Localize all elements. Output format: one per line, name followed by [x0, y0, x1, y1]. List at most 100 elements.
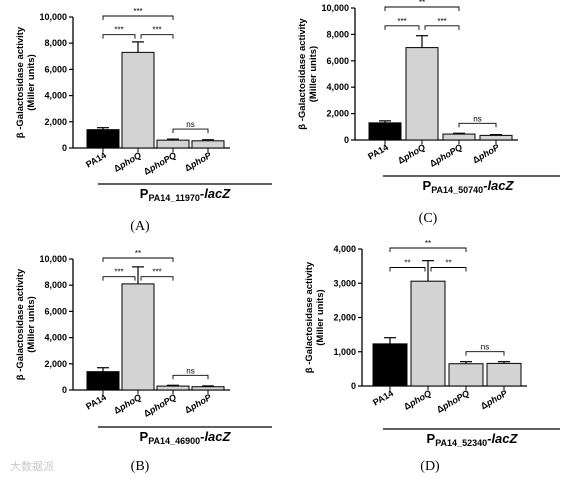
sig-bracket-3: [458, 122, 497, 128]
category-delta: Δ: [402, 400, 413, 412]
gene-name: PPA14_11970-lacZ: [140, 186, 231, 203]
bar-1: [405, 47, 439, 141]
y-axis-label-line1: β -Galactosidase activity: [297, 18, 308, 130]
sig-bracket-0: [102, 257, 174, 262]
sig-label-2: ***: [152, 268, 161, 277]
sig-bracket-1: [102, 34, 136, 39]
sig-bracket-0: [384, 6, 460, 11]
bar-3: [479, 134, 513, 141]
category-gene: phoPQ: [433, 142, 464, 166]
gene-name-sub: PA14_50740: [431, 185, 483, 195]
gene-name: PPA14_50740-lacZ: [423, 178, 515, 195]
gene-name: PPA14_52340-lacZ: [427, 431, 519, 448]
sig-bracket-3: [172, 128, 209, 134]
gene-name: PPA14_46900-lacZ: [140, 429, 232, 446]
sig-bracket-1: [384, 25, 420, 30]
y-axis-label-line1: β -Galactosidase activity: [15, 268, 26, 380]
bar-1: [121, 283, 155, 391]
gene-name-sub: PA14_52340: [435, 438, 487, 448]
category-label-0: PA14: [366, 142, 390, 162]
y-axis-label: β -Galactosidase activity(Miller units): [15, 268, 37, 380]
category-label-0: PA14: [84, 392, 108, 412]
category-delta: Δ: [471, 153, 482, 165]
y-tick-label: 2,000: [44, 117, 67, 127]
panel-label: (A): [130, 219, 150, 234]
category-label-1: ΔphoQ: [396, 142, 427, 166]
category-delta: Δ: [428, 157, 439, 169]
category-label-3: ΔphoP: [479, 388, 510, 412]
category-gene: phoQ: [117, 150, 143, 171]
category-delta: Δ: [396, 154, 407, 166]
sig-label-1: ***: [114, 26, 123, 35]
category-delta: Δ: [112, 162, 123, 174]
sig-label-3: ns: [186, 120, 194, 129]
bar-3: [191, 386, 225, 391]
gene-name-sub: PA14_11970: [148, 193, 199, 203]
sig-label-1: ***: [114, 268, 123, 277]
category-delta: Δ: [183, 161, 194, 173]
gene-name-suffix: -lacZ: [483, 178, 514, 193]
y-axis-label-line1: β -Galactosidase activity: [304, 261, 315, 373]
y-tick-label: 2,000: [333, 313, 356, 323]
sig-label-3: ns: [481, 343, 489, 352]
gene-name-suffix: -lacZ: [200, 186, 231, 201]
gene-name-main: P: [423, 178, 432, 193]
gene-name-main: P: [427, 431, 436, 446]
category-label-2: ΔphoPQ: [435, 388, 471, 415]
y-tick-label: 10,000: [39, 12, 67, 22]
y-tick-label: 10,000: [39, 254, 67, 264]
gene-name-main: P: [140, 186, 149, 201]
y-tick-label: 0: [344, 135, 349, 145]
sig-label-2: **: [445, 258, 451, 267]
y-tick-label: 4,000: [44, 91, 67, 101]
y-tick-label: 4,000: [326, 82, 349, 92]
panel-label: (B): [131, 459, 150, 474]
category-delta: Δ: [142, 407, 153, 419]
sig-bracket-3: [172, 374, 209, 380]
category-label-3: ΔphoP: [183, 150, 214, 174]
bar-2: [442, 133, 476, 141]
y-axis-label: β -Galactosidase activity(Miller units): [297, 18, 319, 130]
category-delta: Δ: [112, 404, 123, 416]
y-tick-label: 3,000: [333, 278, 356, 288]
category-label-1: ΔphoQ: [112, 150, 143, 174]
category-gene: phoP: [476, 142, 502, 163]
sig-label-3: ns: [186, 366, 194, 375]
sig-label-2: ***: [437, 17, 446, 26]
sig-bracket-1: [102, 276, 136, 281]
category-delta: Δ: [183, 403, 194, 415]
sig-label-2: ***: [152, 26, 161, 35]
bar-3: [191, 140, 225, 149]
category-gene: phoQ: [401, 142, 427, 163]
bar-2: [156, 385, 190, 391]
sig-bracket-2: [140, 276, 174, 281]
sig-bracket-2: [140, 34, 174, 39]
category-label-3: ΔphoP: [471, 142, 502, 166]
sig-bracket-0: [389, 247, 467, 252]
bar-0: [86, 129, 120, 149]
category-label-1: ΔphoQ: [112, 392, 143, 416]
sig-label-1: **: [404, 258, 410, 267]
watermark: 大数据派: [10, 460, 54, 473]
category-label-0: PA14: [371, 388, 395, 408]
category-gene: phoPQ: [147, 150, 178, 174]
category-label-3: ΔphoP: [183, 392, 214, 416]
category-gene: phoQ: [117, 392, 143, 413]
gene-name-suffix: -lacZ: [487, 431, 518, 446]
category-delta: Δ: [479, 399, 490, 411]
y-axis-label-line2: (Miller units): [26, 296, 37, 352]
sig-label-1: ***: [397, 17, 406, 26]
bar-2: [156, 139, 190, 149]
panel-label: (D): [420, 459, 440, 474]
category-label-0: PA14: [84, 150, 108, 170]
gene-name-main: P: [140, 429, 149, 444]
y-axis-label-line2: (Miller units): [308, 46, 319, 102]
bar-1: [410, 280, 446, 387]
y-tick-label: 10,000: [321, 3, 349, 13]
sig-bracket-1: [389, 267, 426, 272]
y-tick-label: 6,000: [44, 306, 67, 316]
gene-name-sub: PA14_46900: [148, 436, 200, 446]
